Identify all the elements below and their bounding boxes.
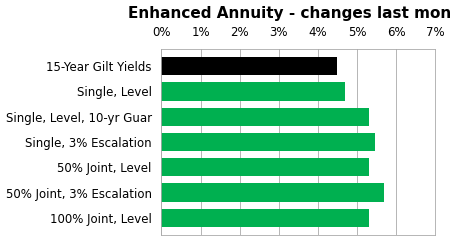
Bar — [162, 158, 369, 176]
Bar — [162, 133, 374, 151]
Bar — [162, 57, 338, 75]
Bar — [162, 209, 369, 227]
Bar — [162, 183, 384, 202]
Bar — [162, 108, 369, 126]
Bar — [162, 82, 345, 100]
Title: Enhanced Annuity - changes last month: Enhanced Annuity - changes last month — [127, 6, 450, 20]
